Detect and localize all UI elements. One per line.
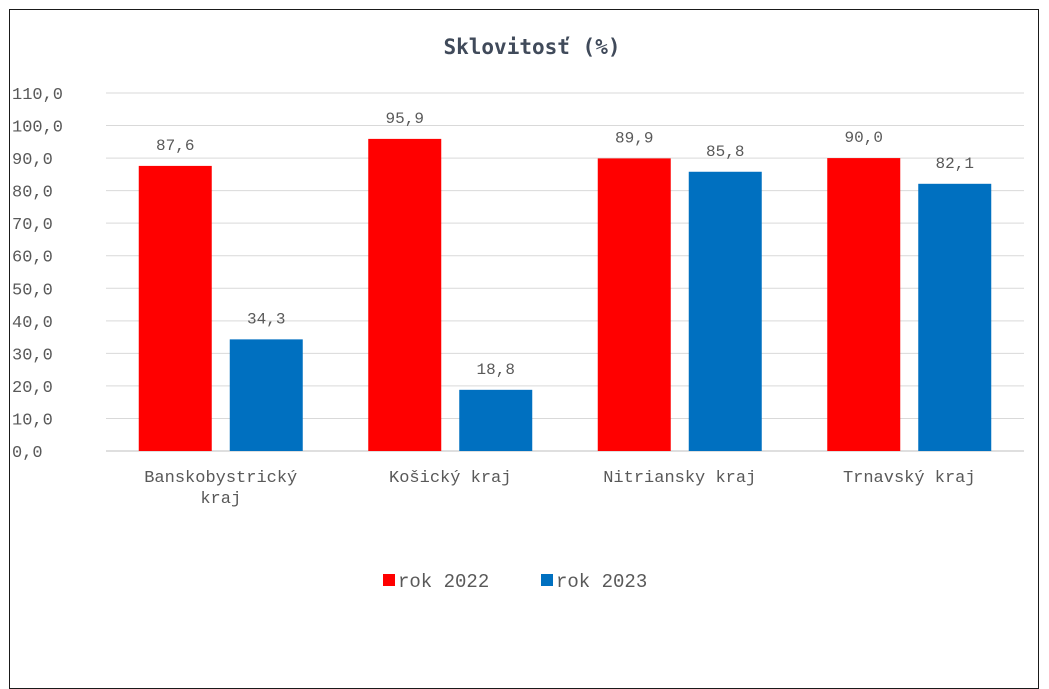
data-label: 89,9 <box>615 129 653 147</box>
y-tick-label: 60,0 <box>12 249 53 268</box>
bar <box>459 389 533 451</box>
legend-label: rok 2023 <box>556 571 647 593</box>
data-label: 90,0 <box>845 129 883 147</box>
y-tick-label: 100,0 <box>12 119 63 138</box>
bar <box>597 158 671 451</box>
legend: rok 2022 rok 2023 <box>383 571 647 593</box>
x-axis: Banskobystrický kraj Košický kraj Nitriansk… <box>144 469 975 509</box>
x-tick-label: kraj <box>200 490 241 509</box>
bar <box>918 183 992 451</box>
y-tick-label: 50,0 <box>12 281 53 300</box>
x-tick-label: Košický kraj <box>389 469 511 488</box>
y-axis: 0,0 10,0 20,0 30,0 40,0 50,0 60,0 70,0 80,0 90,0 1… <box>12 86 1024 463</box>
data-label: 18,8 <box>477 361 515 379</box>
bar <box>827 158 901 451</box>
y-tick-label: 10,0 <box>12 411 53 430</box>
y-tick-label: 30,0 <box>12 346 53 365</box>
x-tick-label: Nitriansky kraj <box>603 469 756 488</box>
y-tick-label: 80,0 <box>12 184 53 203</box>
y-tick-label: 70,0 <box>12 216 53 235</box>
data-label: 34,3 <box>247 310 285 328</box>
bar <box>368 138 442 451</box>
x-tick-label: Banskobystrický <box>144 469 297 488</box>
legend-swatch <box>383 574 395 586</box>
x-tick-label: Trnavský kraj <box>843 469 976 488</box>
data-label: 82,1 <box>936 155 974 173</box>
y-tick-label: 40,0 <box>12 314 53 333</box>
y-tick-label: 20,0 <box>12 379 53 398</box>
data-label: 87,6 <box>156 137 194 155</box>
legend-swatch <box>541 574 553 586</box>
data-label: 95,9 <box>386 110 424 128</box>
chart-title: Sklovitosť (%) <box>443 35 620 59</box>
y-tick-label: 0,0 <box>12 444 43 463</box>
bar <box>138 165 212 451</box>
y-tick-label: 90,0 <box>12 151 53 170</box>
data-labels: 87,6 34,3 95,9 18,8 89,9 85,8 90,0 82,1 <box>156 110 974 379</box>
legend-label: rok 2022 <box>398 571 489 593</box>
bars <box>138 138 992 451</box>
bar <box>229 339 303 451</box>
y-tick-label: 110,0 <box>12 86 63 105</box>
bar <box>688 171 762 451</box>
bar-chart: Sklovitosť (%) 0,0 10,0 20,0 30,0 40,0 50,0 60… <box>12 35 1024 593</box>
data-label: 85,8 <box>706 143 744 161</box>
